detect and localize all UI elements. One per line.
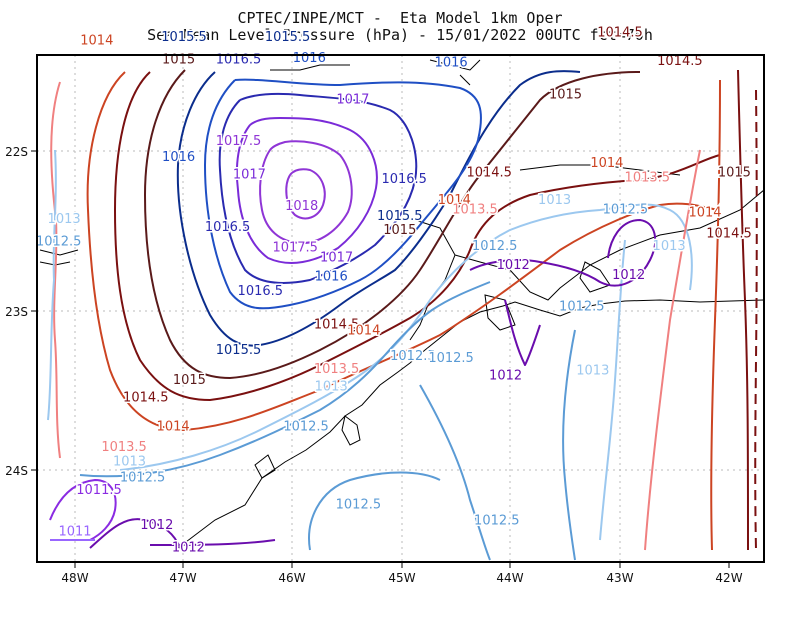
isobar-label: 1016 xyxy=(435,56,468,71)
title-line-2: Sea Mean Level Pressure (hPa) - 15/01/20… xyxy=(147,26,653,44)
isobar-label: 1016.5 xyxy=(381,172,427,187)
isobar-label: 1016.5 xyxy=(205,220,251,235)
isobar-label: 1015.5 xyxy=(161,30,207,45)
isobar-label: 1012.5 xyxy=(474,513,520,528)
lon-tick-label: 43W xyxy=(606,571,633,585)
isobar-label: 1012.5 xyxy=(603,202,649,217)
isobar-label: 1012.5 xyxy=(283,419,329,434)
isobar-label: 1013.5 xyxy=(314,362,360,377)
isobar-label: 1015 xyxy=(718,166,751,181)
longitude-axis: 48W 47W 46W 45W 44W 43W 42W xyxy=(61,562,743,585)
isobar-label: 1011.5 xyxy=(76,483,122,498)
lat-tick-label: 24S xyxy=(5,464,28,478)
lat-tick-label: 22S xyxy=(5,145,28,159)
lat-tick-label: 23S xyxy=(5,305,28,319)
lon-tick-label: 45W xyxy=(388,571,415,585)
isobar-label: 1012 xyxy=(489,368,522,383)
isobar-label: 1014 xyxy=(688,206,721,221)
isobar-label: 1013.5 xyxy=(625,171,671,186)
title-line-1: CPTEC/INPE/MCT - Eta Model 1km Oper xyxy=(237,9,563,27)
isobar-label: 1017.5 xyxy=(216,134,262,149)
isobar-label: 1015 xyxy=(383,223,416,238)
isobar-label: 1015.5 xyxy=(377,209,423,224)
isobar-label: 1017 xyxy=(320,250,353,265)
isobar-label: 1013.5 xyxy=(101,440,147,455)
isobar-label: 1016 xyxy=(162,150,195,165)
isobar-label: 1014 xyxy=(347,324,380,339)
isobar-label: 1018 xyxy=(285,199,318,214)
isobar-label: 1013.5 xyxy=(452,202,498,217)
isobar-label: 1014.5 xyxy=(466,166,512,181)
isobar-label: 1017.5 xyxy=(272,241,318,256)
lon-tick-label: 48W xyxy=(61,571,88,585)
isobar-label: 1014 xyxy=(590,156,623,171)
isobar-lines xyxy=(47,69,758,561)
lon-tick-label: 42W xyxy=(715,571,742,585)
isobar-label: 1014 xyxy=(80,33,113,48)
isobar-label: 1014 xyxy=(438,193,471,208)
isobar-label: 1013 xyxy=(48,212,81,227)
isobar-label: 1014.5 xyxy=(706,226,752,241)
lon-tick-label: 44W xyxy=(496,571,523,585)
map-frame xyxy=(36,54,765,563)
isobar-label: 1012 xyxy=(497,258,530,273)
isobar-label: 1011 xyxy=(58,525,91,540)
isobar-label: 1012.5 xyxy=(120,470,166,485)
isobar-label: 1013 xyxy=(113,454,146,469)
latitude-axis: 22S 23S 24S xyxy=(5,145,37,478)
isobar-label: 1013 xyxy=(653,239,686,254)
lon-tick-label: 47W xyxy=(169,571,196,585)
isobar-label: 1012.5 xyxy=(472,239,518,254)
coastline xyxy=(39,59,765,549)
isobar-label: 1014.5 xyxy=(314,317,360,332)
isobar-label: 1016 xyxy=(315,269,348,284)
isobar-label: 1012 xyxy=(612,268,645,283)
isobar-label: 1015 xyxy=(173,373,206,388)
isobar-label: 1012.5 xyxy=(390,349,436,364)
isobar-label: 1016.5 xyxy=(238,284,284,299)
isobar-label: 1012.5 xyxy=(559,300,605,315)
isobar-label: 1015 xyxy=(549,88,582,103)
isobar-label: 1012.5 xyxy=(336,498,382,513)
lon-tick-label: 46W xyxy=(278,571,305,585)
isobar-label: 1014.5 xyxy=(597,25,643,40)
isobar-label: 1014.5 xyxy=(123,391,169,406)
isobar-label: 1013 xyxy=(576,364,609,379)
isobar-label: 1012.5 xyxy=(428,351,474,366)
isobar-label: 1016 xyxy=(293,51,326,66)
isobar-label: 1012 xyxy=(172,541,205,556)
isobar-label: 1013 xyxy=(538,193,571,208)
map-title: CPTEC/INPE/MCT - Eta Model 1km Oper Sea … xyxy=(0,10,800,44)
isobar-label: 1012.5 xyxy=(36,234,82,249)
isobar-label: 1012 xyxy=(140,518,173,533)
isobar-label: 1017 xyxy=(233,167,266,182)
isobar-label: 1015.5 xyxy=(216,343,262,358)
isobar-label: 1017 xyxy=(336,92,369,107)
isobar-label: 1014 xyxy=(157,419,190,434)
isobar-label: 1014.5 xyxy=(657,54,703,69)
lat-lon-grid xyxy=(37,55,764,562)
isobar-label: 1013 xyxy=(315,380,348,395)
isobar-label: 1015.5 xyxy=(265,30,311,45)
